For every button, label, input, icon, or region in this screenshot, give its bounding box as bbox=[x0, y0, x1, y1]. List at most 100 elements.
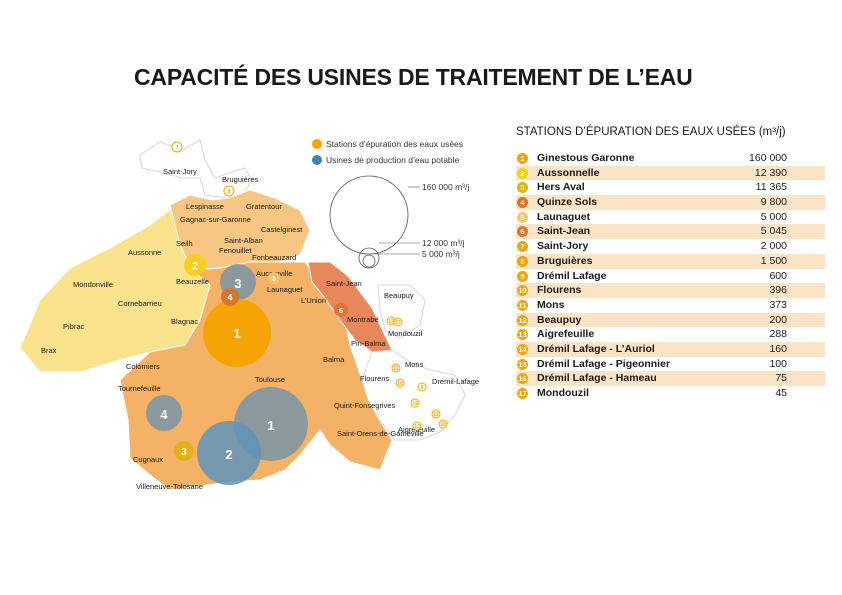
table-row: 16 Drémil Lafage - Hameau 75 bbox=[516, 371, 825, 386]
legend-drinking-dot bbox=[312, 155, 322, 165]
commune-label: Flourens bbox=[360, 374, 389, 383]
row-number-badge: 16 bbox=[517, 373, 528, 385]
station-name: Bruguières bbox=[537, 254, 593, 267]
wastewater-marker-label: 8 bbox=[228, 189, 231, 195]
wastewater-marker bbox=[203, 299, 271, 367]
station-name: Saint-Jory bbox=[537, 240, 589, 253]
station-name: Aigrefeuille bbox=[537, 328, 595, 341]
commune-label: Mondonville bbox=[73, 280, 113, 289]
commune-label: Toulouse bbox=[255, 375, 285, 384]
commune-label: Saint-Jory bbox=[163, 167, 197, 176]
station-name: Mondouzil bbox=[537, 387, 589, 399]
row-number-badge: 3 bbox=[517, 182, 528, 194]
drinking-plant-4 bbox=[146, 395, 182, 431]
row-number-badge: 5 bbox=[517, 211, 528, 223]
legend-drinking-label: Usines de production d’eau potable bbox=[326, 155, 460, 165]
legend-size-label-1: 160 000 m³/j bbox=[422, 182, 469, 192]
commune-label: Villeneuve-Tolosane bbox=[136, 482, 203, 491]
commune-label: Cornebarrieu bbox=[118, 299, 162, 308]
drinking-plant-1-label: 1 bbox=[267, 418, 274, 433]
station-capacity: 160 000 bbox=[749, 152, 787, 164]
wastewater-marker-label: 5 bbox=[272, 276, 276, 282]
row-number-badge: 1 bbox=[517, 153, 528, 164]
station-capacity: 200 bbox=[769, 313, 787, 326]
table-row: 7 Saint-Jory 2 000 bbox=[516, 239, 825, 254]
station-capacity: 288 bbox=[769, 328, 787, 341]
row-number-badge: 12 bbox=[517, 314, 528, 326]
wastewater-marker-label: 7 bbox=[176, 145, 179, 151]
station-capacity: 45 bbox=[775, 387, 787, 399]
wastewater-marker-label: 9 bbox=[421, 385, 424, 391]
wastewater-marker bbox=[391, 363, 401, 373]
table-title: STATIONS D’ÉPURATION DES EAUX USÉES (m³/… bbox=[516, 126, 786, 138]
commune-label: Gagnac-sur-Garonne bbox=[180, 215, 251, 224]
wastewater-marker bbox=[395, 378, 405, 388]
table-row: 1 Ginestous Garonne 160 000 bbox=[516, 151, 825, 166]
station-name: Drémil Lafage - L’Auriol bbox=[537, 342, 655, 355]
station-name: Beaupuy bbox=[537, 313, 582, 326]
legend-wastewater-label: Stations d’épuration des eaux usées bbox=[326, 139, 463, 149]
commune-label: Balma bbox=[323, 355, 345, 364]
commune-label: Saint-Orens-de-Gameville bbox=[337, 429, 424, 438]
station-name: Ginestous Garonne bbox=[537, 152, 635, 164]
wastewater-marker-label: 6 bbox=[339, 308, 343, 315]
wastewater-marker-label: 17 bbox=[395, 320, 401, 326]
wastewater-marker-label: 3 bbox=[181, 447, 187, 458]
wastewater-marker-label: 13 bbox=[414, 424, 420, 430]
row-number-badge: 2 bbox=[517, 167, 528, 179]
wastewater-marker bbox=[410, 398, 420, 408]
wastewater-marker-label: 4 bbox=[227, 293, 232, 303]
commune-label: Lespinasse bbox=[186, 202, 224, 211]
commune-label: Brax bbox=[41, 346, 57, 355]
station-name: Drémil Lafage bbox=[537, 269, 607, 282]
station-name: Drémil Lafage - Pigeonnier bbox=[537, 357, 671, 370]
commune-label: Aussonne bbox=[128, 248, 161, 257]
commune-label: Bruguières bbox=[222, 175, 259, 184]
commune-label: Colomiers bbox=[126, 362, 160, 371]
commune-label: Mons bbox=[405, 360, 424, 369]
drinking-plants: 1 2 3 4 bbox=[146, 264, 308, 485]
commune-label: Saint-Jean bbox=[326, 279, 362, 288]
table-row: 8 Bruguières 1 500 bbox=[516, 253, 825, 269]
station-name: Quinze Sols bbox=[537, 196, 598, 209]
wastewater-marker bbox=[334, 303, 348, 317]
station-capacity: 1 500 bbox=[760, 254, 787, 267]
row-number-badge: 4 bbox=[517, 197, 528, 209]
station-name: Saint-Jean bbox=[537, 225, 591, 238]
wastewater-marker bbox=[184, 254, 206, 276]
drinking-plant-2-label: 2 bbox=[225, 447, 232, 462]
wastewater-marker bbox=[221, 288, 239, 306]
commune-label: Blagnac bbox=[171, 317, 198, 326]
wastewater-marker-label: 1 bbox=[233, 326, 240, 341]
drinking-plant-3-label: 3 bbox=[234, 276, 241, 291]
commune-label: Dremil-Lafage bbox=[432, 377, 479, 386]
wastewater-marker bbox=[412, 421, 422, 431]
zone-east bbox=[361, 349, 466, 441]
wastewater-marker-label: 2 bbox=[192, 260, 198, 272]
station-capacity: 2 000 bbox=[760, 240, 787, 253]
wastewater-marker-label: 12 bbox=[388, 319, 394, 325]
table-row: 17 Mondouzil 45 bbox=[516, 386, 825, 401]
legend-size-small bbox=[362, 254, 376, 268]
wastewater-marker bbox=[171, 141, 183, 153]
table-row: 12 Beaupuy 200 bbox=[516, 312, 825, 328]
wastewater-marker-label: 14 bbox=[412, 401, 418, 407]
commune-label: Castelginest bbox=[261, 225, 303, 234]
legend-size-medium bbox=[358, 247, 380, 269]
table-row: 6 Saint-Jean 5 045 bbox=[516, 224, 825, 240]
drinking-plant-4-label: 4 bbox=[160, 407, 168, 422]
drinking-plant-2 bbox=[197, 421, 261, 485]
commune-label: Gratentour bbox=[246, 202, 282, 211]
commune-label: Beaupuy bbox=[384, 291, 414, 300]
wastewater-marker-label: 10 bbox=[397, 381, 403, 387]
zone-north-outline bbox=[139, 139, 253, 199]
commune-label: Fenouillet bbox=[219, 246, 252, 255]
row-number-badge: 11 bbox=[517, 299, 528, 311]
row-number-badge: 7 bbox=[517, 241, 528, 253]
row-number-badge: 9 bbox=[517, 270, 528, 282]
table-row: 11 Mons 373 bbox=[516, 298, 825, 313]
commune-label: Cugnaux bbox=[133, 455, 163, 464]
station-capacity: 5 045 bbox=[760, 225, 787, 238]
